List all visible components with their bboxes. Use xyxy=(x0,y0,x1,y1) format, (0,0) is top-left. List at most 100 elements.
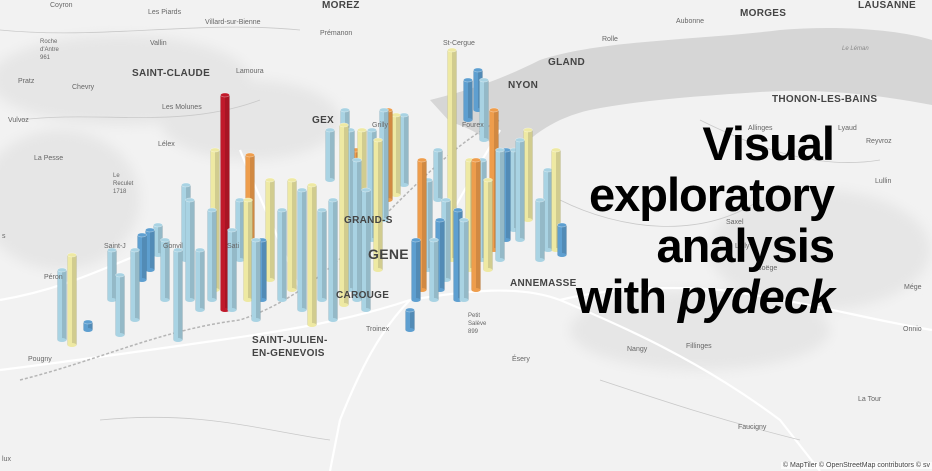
map-column[interactable] xyxy=(243,197,253,302)
map-column[interactable] xyxy=(251,237,261,322)
map-column[interactable] xyxy=(433,147,443,202)
map-column[interactable] xyxy=(220,92,230,312)
map-column-base xyxy=(391,193,401,197)
map-column-shade xyxy=(200,250,205,310)
map-column[interactable] xyxy=(391,112,401,197)
place-label: Roche d'Antre 961 xyxy=(40,39,59,61)
map-column-top xyxy=(373,137,383,143)
map-column[interactable] xyxy=(173,247,183,342)
map-column-top xyxy=(463,77,473,83)
map-column[interactable] xyxy=(207,207,217,302)
map-column[interactable] xyxy=(317,207,327,302)
map-column-top xyxy=(173,247,183,253)
headline-line-1: Visual xyxy=(702,117,835,170)
map-column-top xyxy=(479,77,489,83)
map-column[interactable] xyxy=(405,307,415,332)
map-column-top xyxy=(429,237,439,243)
map-column-shade xyxy=(357,160,362,300)
place-label: GLAND xyxy=(548,57,586,68)
map-column[interactable] xyxy=(495,147,505,262)
map-column-base xyxy=(145,268,155,272)
map-column[interactable] xyxy=(523,127,533,222)
map-column-shade xyxy=(396,115,401,195)
map-column[interactable] xyxy=(115,272,125,337)
map-column-top xyxy=(277,207,287,213)
map-column[interactable] xyxy=(83,319,93,332)
map-column-shade xyxy=(556,150,561,250)
map-column-top xyxy=(83,319,93,325)
map-column-shade xyxy=(416,240,421,300)
map-column[interactable] xyxy=(235,197,245,262)
map-column[interactable] xyxy=(57,267,67,342)
map-column-base xyxy=(339,303,349,307)
map-column[interactable] xyxy=(543,167,553,252)
map-column[interactable] xyxy=(479,77,489,142)
map-column-base xyxy=(235,258,245,262)
map-column[interactable] xyxy=(195,247,205,312)
place-label: Saint-J xyxy=(104,243,126,250)
place-label: Faucigny xyxy=(738,424,767,431)
place-label: Prémanon xyxy=(320,30,353,37)
map-column[interactable] xyxy=(287,177,297,292)
map-column-base xyxy=(107,298,117,302)
map-column-base xyxy=(433,198,443,202)
map-column[interactable] xyxy=(429,237,439,302)
map-column-shade xyxy=(452,50,457,260)
place-label: s xyxy=(2,233,6,240)
map-column[interactable] xyxy=(227,227,237,312)
map-column-shade xyxy=(262,240,267,300)
map-column[interactable] xyxy=(515,137,525,242)
map-column[interactable] xyxy=(107,247,117,302)
place-label: GEX xyxy=(312,115,335,126)
map-column-base xyxy=(373,268,383,272)
map-column-base xyxy=(411,298,421,302)
map-column[interactable] xyxy=(399,112,409,187)
place-label: La Pesse xyxy=(34,155,64,162)
map-column[interactable] xyxy=(297,187,307,312)
map-column-base xyxy=(307,323,317,327)
place-label: Saxel xyxy=(726,219,744,226)
map-column-shade xyxy=(488,180,493,270)
place-label: La Tour xyxy=(858,396,882,403)
map-column[interactable] xyxy=(373,137,383,272)
map-column[interactable] xyxy=(459,217,469,302)
place-label: ANNEMASSE xyxy=(510,278,577,289)
map-column[interactable] xyxy=(325,127,335,182)
map-column[interactable] xyxy=(137,232,147,282)
map-column-top xyxy=(137,232,147,238)
map-column[interactable] xyxy=(67,252,77,347)
map-column-shade xyxy=(322,210,327,300)
map-column[interactable] xyxy=(411,237,421,302)
map-attribution[interactable]: © MapTiler © OpenStreetMap contributors … xyxy=(780,462,932,469)
map-column[interactable] xyxy=(185,197,195,302)
map-column[interactable] xyxy=(307,182,317,327)
map-column[interactable] xyxy=(130,247,140,322)
map-column[interactable] xyxy=(339,122,349,307)
map-column-top xyxy=(557,222,567,228)
map-column-shade xyxy=(440,220,445,290)
map-column-base xyxy=(277,298,287,302)
map-column[interactable] xyxy=(557,222,567,257)
map-column[interactable] xyxy=(277,207,287,302)
map-column-shade xyxy=(240,200,245,260)
map-column-base xyxy=(83,328,93,332)
place-label: St-Cergue xyxy=(443,40,475,47)
map-column[interactable] xyxy=(535,197,545,262)
map-column[interactable] xyxy=(328,197,338,322)
map-column[interactable] xyxy=(361,187,371,312)
map-column[interactable] xyxy=(145,227,155,272)
column-layer[interactable] xyxy=(57,47,567,347)
map-column-top xyxy=(235,197,245,203)
map-column-top xyxy=(325,127,335,133)
map-column[interactable] xyxy=(483,177,493,272)
map-column[interactable] xyxy=(471,157,481,292)
map-column-shade xyxy=(88,322,93,330)
map-column-shade xyxy=(520,140,525,240)
map-column[interactable] xyxy=(160,237,170,302)
map-column[interactable] xyxy=(265,177,275,282)
map-column[interactable] xyxy=(352,157,362,302)
map-column[interactable] xyxy=(551,147,561,252)
map-column[interactable] xyxy=(463,77,473,122)
